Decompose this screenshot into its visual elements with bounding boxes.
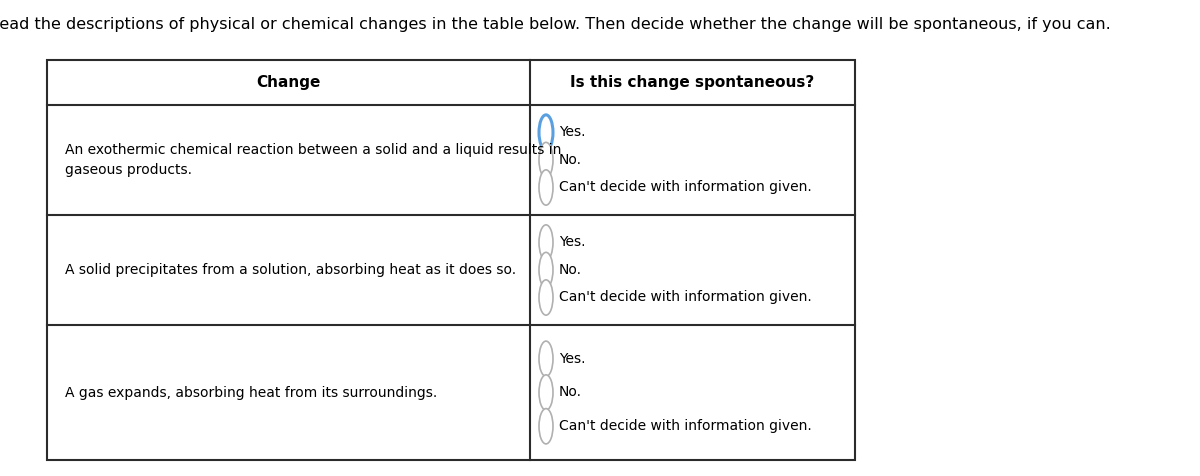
Ellipse shape xyxy=(539,225,553,260)
Text: An exothermic chemical reaction between a solid and a liquid results in
gaseous : An exothermic chemical reaction between … xyxy=(65,143,562,177)
Ellipse shape xyxy=(539,408,553,444)
Text: Can't decide with information given.: Can't decide with information given. xyxy=(559,419,811,433)
Text: Yes.: Yes. xyxy=(559,126,586,139)
Text: No.: No. xyxy=(559,153,582,167)
Ellipse shape xyxy=(539,280,553,315)
Text: No.: No. xyxy=(559,386,582,399)
Text: A solid precipitates from a solution, absorbing heat as it does so.: A solid precipitates from a solution, ab… xyxy=(65,263,516,277)
Text: Change: Change xyxy=(257,75,320,90)
Text: Is this change spontaneous?: Is this change spontaneous? xyxy=(570,75,815,90)
Text: Can't decide with information given.: Can't decide with information given. xyxy=(559,180,811,195)
Ellipse shape xyxy=(539,375,553,410)
Ellipse shape xyxy=(539,170,553,205)
Text: Read the descriptions of physical or chemical changes in the table below. Then d: Read the descriptions of physical or che… xyxy=(0,17,1111,32)
Ellipse shape xyxy=(539,252,553,288)
Ellipse shape xyxy=(539,142,553,178)
Bar xyxy=(47,60,854,460)
Text: No.: No. xyxy=(559,263,582,277)
Text: A gas expands, absorbing heat from its surroundings.: A gas expands, absorbing heat from its s… xyxy=(65,386,437,399)
Text: Yes.: Yes. xyxy=(559,352,586,366)
Ellipse shape xyxy=(539,341,553,377)
Ellipse shape xyxy=(539,115,553,150)
Text: Can't decide with information given.: Can't decide with information given. xyxy=(559,290,811,305)
Text: Yes.: Yes. xyxy=(559,236,586,249)
